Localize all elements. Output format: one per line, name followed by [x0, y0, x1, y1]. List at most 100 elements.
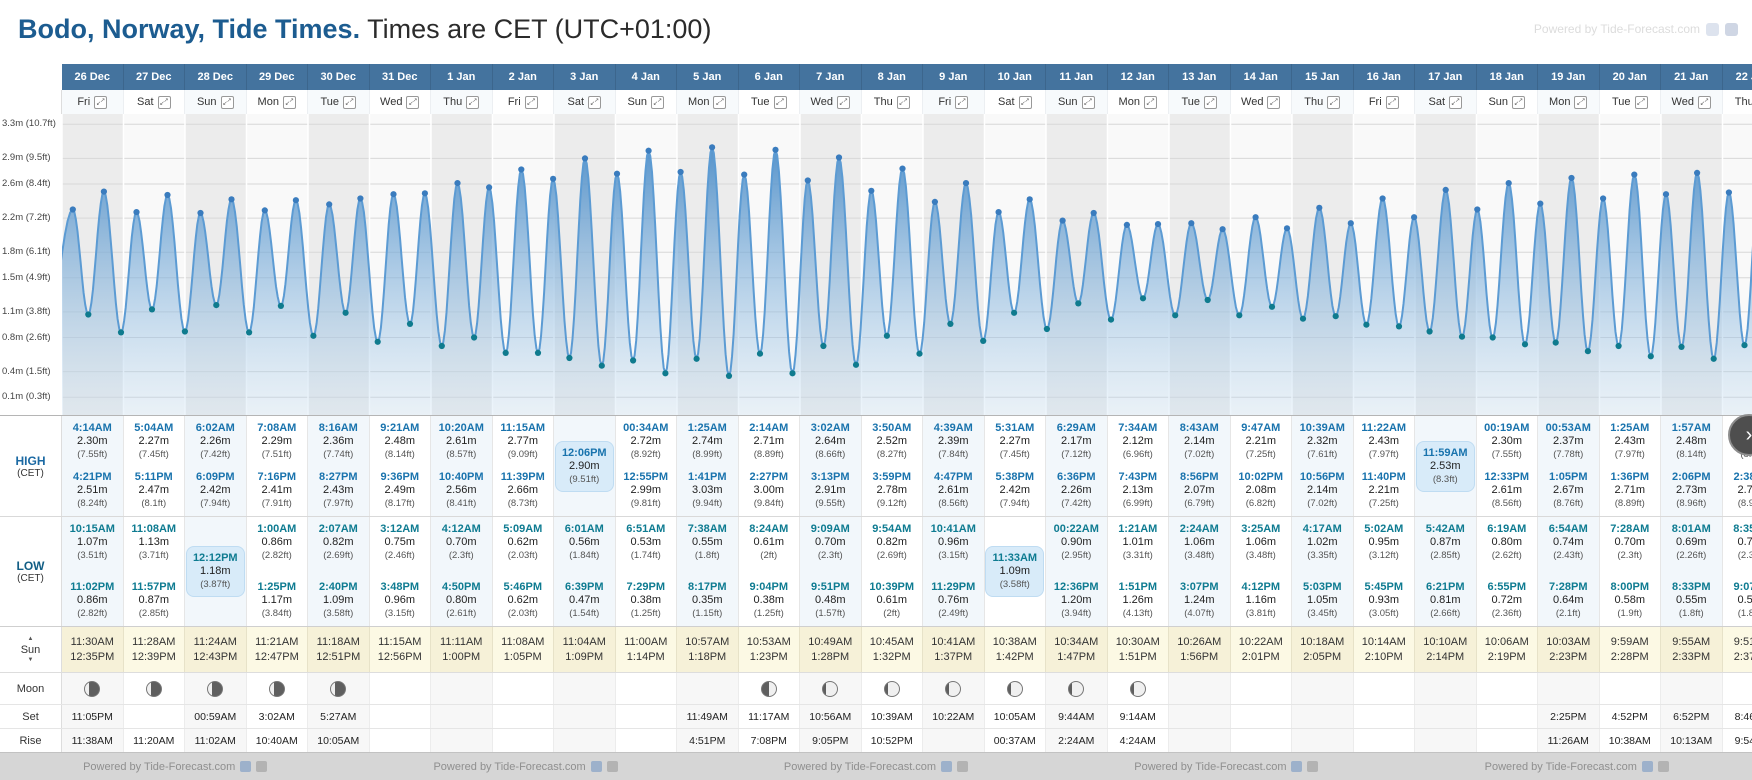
tide-time: 9:04PM [749, 581, 789, 593]
tide-height-ft: (8.57ft) [446, 449, 477, 460]
expand-day-icon[interactable]: ↗ ↙ [94, 95, 108, 109]
expand-day-icon[interactable]: ↗ ↙ [836, 95, 850, 109]
tide-height-m: 0.62m [507, 594, 539, 606]
footer-powered-by[interactable]: Powered by Tide-Forecast.com [83, 761, 268, 773]
high-tide-cell: 00:53AM 2.37m (7.78ft) 1:05PM 2.67m (8.76ft) [1538, 416, 1600, 516]
expand-day-icon[interactable]: ↗ ↙ [1634, 95, 1648, 109]
footer-powered-by[interactable]: Powered by Tide-Forecast.com [1485, 761, 1669, 773]
moonrise-cell: 4:24AM [1108, 729, 1169, 752]
tide-time: 3:12AM [380, 523, 420, 535]
moonset-label: Set [22, 710, 39, 723]
sun-cell: 10:57AM 1:18PM [677, 627, 739, 672]
tide-height-m: 0.75m [384, 536, 416, 548]
expand-day-icon[interactable]: ↗ ↙ [1018, 95, 1032, 109]
expand-day-icon[interactable]: ↗ ↙ [1449, 95, 1462, 109]
expand-day-icon[interactable]: ↗ ↙ [1512, 95, 1526, 109]
expand-ne-arrow-icon: ↗ [719, 97, 725, 104]
tide-height-ft: (3.15ft) [384, 608, 415, 619]
low-tide-event: 5:03PM 1.05m (3.45ft) [1303, 581, 1342, 620]
day-of-week-label: Mon [257, 96, 279, 108]
expand-day-icon[interactable]: ↗ ↙ [1327, 95, 1341, 109]
expand-day-icon[interactable]: ↗ ↙ [1385, 95, 1399, 109]
expand-day-icon[interactable]: ↗ ↙ [588, 95, 601, 109]
expand-day-icon[interactable]: ↗ ↙ [713, 95, 727, 109]
tide-height-m: 0.87m [138, 594, 170, 606]
tide-time: 8:24AM [749, 523, 789, 535]
tide-time: 11:33AM [992, 552, 1038, 564]
sunrise-time: 11:21AM [255, 636, 299, 648]
low-tide-event: 12:36PM 1.20m (3.94ft) [1054, 581, 1099, 620]
tide-time: 5:04AM [134, 422, 174, 434]
footer-powered-by[interactable]: Powered by Tide-Forecast.com [784, 761, 969, 773]
tide-time: 11:39PM [500, 471, 545, 483]
tide-height-m: 2.30m [1491, 435, 1523, 447]
sun-cell: 10:10AM 2:14PM [1415, 627, 1477, 672]
tide-time: 5:45PM [1364, 581, 1404, 593]
low-tide-event: 3:07PM 1.24m (4.07ft) [1180, 581, 1219, 620]
expand-day-icon[interactable]: ↗ ↙ [1081, 95, 1095, 109]
low-tide-event: 6:55PM 0.72m (2.36ft) [1487, 581, 1526, 620]
tide-height-ft: (8.56ft) [938, 498, 969, 509]
moonrise-row-label: Rise [0, 729, 62, 752]
tide-height-ft: (2.3ft) [1617, 550, 1643, 561]
tide-height-m: 0.72m [1491, 594, 1523, 606]
day-of-week-label: Fri [938, 96, 952, 108]
footer-powered-by[interactable]: Powered by Tide-Forecast.com [1134, 761, 1319, 773]
footer-badge-icon-2 [1307, 761, 1319, 772]
expand-day-icon[interactable]: ↗ ↙ [157, 95, 171, 109]
expand-day-icon[interactable]: ↗ ↙ [955, 95, 969, 109]
moonset-cell: 4:52PM [1600, 705, 1661, 728]
expand-day-icon[interactable]: ↗ ↙ [220, 95, 234, 109]
tide-time: 5:46PM [503, 581, 543, 593]
tide-height-m: 2.47m [138, 484, 170, 496]
expand-day-icon[interactable]: ↗ ↙ [406, 95, 420, 109]
expand-day-icon[interactable]: ↗ ↙ [1574, 95, 1588, 109]
date-header-cell: 13 Jan [1169, 64, 1231, 90]
expand-day-icon[interactable]: ↗ ↙ [651, 95, 665, 109]
sun-cell: 10:45AM 1:32PM [861, 627, 923, 672]
tide-height-m: 2.26m [199, 435, 231, 447]
moon-phase-icon [760, 680, 777, 697]
moon-cell [1354, 673, 1415, 704]
tide-height-ft: (3.58ft) [323, 608, 354, 619]
sun-cell: 9:51AM 2:37PM [1722, 627, 1752, 672]
high-tide-event: 11:22AM 2.43m (7.97ft) [1361, 422, 1406, 461]
tide-height-m: 2.64m [814, 435, 846, 447]
moon-phase-icon [822, 680, 839, 697]
footer-badge-icon-1 [590, 761, 602, 772]
expand-day-icon[interactable]: ↗ ↙ [773, 95, 787, 109]
footer-powered-by[interactable]: Powered by Tide-Forecast.com [433, 761, 618, 773]
tide-height-ft: (2.62ft) [1491, 550, 1522, 561]
tide-height-m: 0.81m [1429, 594, 1461, 606]
expand-day-icon[interactable]: ↗ ↙ [1143, 95, 1157, 109]
low-tide-cell: 5:42AM 0.87m (2.85ft) 6:21PM 0.81m (2.66ft) [1415, 517, 1477, 626]
sunrise-time: 10:10AM [1423, 636, 1468, 648]
footer-badge-icon-1 [941, 761, 953, 772]
moonset-cell: 3:02AM [247, 705, 308, 728]
tide-height-ft: (2.33ft) [1737, 550, 1752, 561]
tide-height-m: 2.61m [1491, 484, 1523, 496]
expand-day-icon[interactable]: ↗ ↙ [343, 95, 357, 109]
expand-day-icon[interactable]: ↗ ↙ [1267, 95, 1281, 109]
footer-bar: Powered by Tide-Forecast.com Powered by T… [0, 752, 1752, 780]
expand-day-icon[interactable]: ↗ ↙ [524, 95, 538, 109]
expand-day-icon[interactable]: ↗ ↙ [1697, 95, 1711, 109]
expand-sw-arrow-icon: ↙ [838, 100, 844, 107]
sun-cell: 11:11AM 1:00PM [431, 627, 493, 672]
day-of-week-cell: Tue ↗ ↙ [308, 90, 370, 114]
low-tide-cell: 11:08AM 1.13m (3.71ft) 11:57PM 0.87m (2.85ft) [124, 517, 185, 626]
low-row-label: LOW (CET) [0, 517, 62, 626]
tide-height-ft: (7.91ft) [261, 498, 292, 509]
expand-ne-arrow-icon: ↗ [779, 97, 785, 104]
expand-day-icon[interactable]: ↗ ↙ [282, 95, 296, 109]
low-tide-event: 6:01AM 0.56m (1.84ft) [565, 523, 604, 562]
expand-ne-arrow-icon: ↗ [226, 97, 232, 104]
expand-day-icon[interactable]: ↗ ↙ [1204, 95, 1218, 109]
expand-day-icon[interactable]: ↗ ↙ [896, 95, 910, 109]
sunrise-time: 10:57AM [685, 636, 730, 648]
high-tide-cell: 10:20AM 2.61m (8.57ft) 10:40PM 2.56m (8.41ft) [431, 416, 493, 516]
powered-by-watermark: Powered by Tide-Forecast.com [1534, 22, 1738, 36]
tide-time: 3:07PM [1179, 581, 1219, 593]
sun-cell: 10:34AM 1:47PM [1046, 627, 1108, 672]
expand-day-icon[interactable]: ↗ ↙ [466, 95, 480, 109]
